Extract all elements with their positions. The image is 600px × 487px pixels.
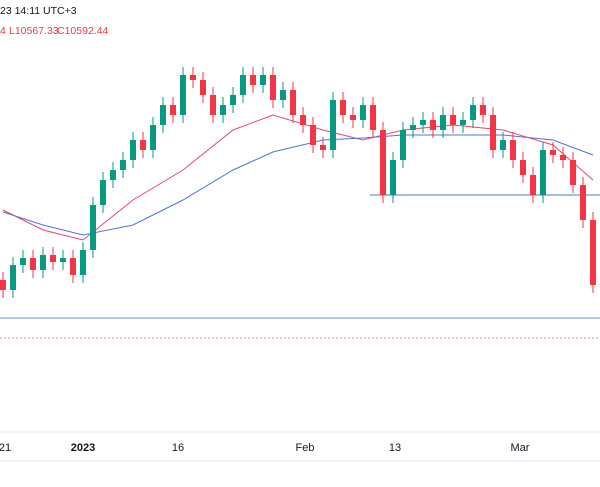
candle-body bbox=[190, 75, 196, 80]
candle-body bbox=[310, 125, 316, 145]
candle-body bbox=[390, 160, 396, 195]
candle-body bbox=[340, 100, 346, 115]
candle-body bbox=[520, 160, 526, 175]
x-tick-label: 13 bbox=[389, 442, 401, 454]
header-high: 4 bbox=[0, 25, 6, 37]
candle-body bbox=[280, 90, 286, 100]
candle-body bbox=[320, 145, 326, 150]
candle-body bbox=[580, 185, 586, 220]
candle-body bbox=[530, 175, 536, 195]
candle-body bbox=[550, 150, 556, 155]
candle-body bbox=[590, 220, 596, 285]
candle-body bbox=[560, 155, 566, 160]
candle-body bbox=[220, 105, 226, 115]
candle-body bbox=[10, 265, 16, 290]
header-close: C10592.44 bbox=[57, 25, 109, 37]
candle-body bbox=[200, 80, 206, 95]
candle-body bbox=[120, 160, 126, 170]
candle-body bbox=[40, 255, 46, 270]
candle-body bbox=[150, 125, 156, 150]
candle-body bbox=[420, 120, 426, 125]
candle-body bbox=[370, 105, 376, 130]
candle-body bbox=[180, 75, 186, 115]
x-tick-label: Feb bbox=[296, 442, 315, 454]
candle-body bbox=[300, 115, 306, 125]
candle-body bbox=[360, 105, 366, 120]
candle-body bbox=[480, 105, 486, 115]
candle-body bbox=[400, 130, 406, 160]
candle-body bbox=[270, 75, 276, 100]
candle-body bbox=[460, 120, 466, 125]
x-tick-label: Mar bbox=[511, 442, 530, 454]
candle-body bbox=[330, 100, 336, 150]
candle-body bbox=[90, 205, 96, 250]
candle-body bbox=[50, 255, 56, 262]
candle-body bbox=[70, 258, 76, 275]
candle-body bbox=[440, 115, 446, 130]
x-tick-label: 16 bbox=[172, 442, 184, 454]
candle-body bbox=[490, 115, 496, 150]
candle-body bbox=[570, 160, 576, 185]
candle-body bbox=[450, 115, 456, 125]
x-tick-label: 2023 bbox=[71, 442, 95, 454]
candle-body bbox=[0, 280, 6, 290]
candle-body bbox=[130, 140, 136, 160]
candle-body bbox=[230, 95, 236, 105]
candle-body bbox=[170, 105, 176, 115]
candle-body bbox=[470, 105, 476, 120]
candle-body bbox=[140, 140, 146, 150]
header-time: 23 14:11 UTC+3 bbox=[0, 5, 77, 17]
candle-body bbox=[510, 140, 516, 160]
candle-body bbox=[80, 250, 86, 275]
candle-body bbox=[260, 75, 266, 85]
candle-body bbox=[500, 140, 506, 150]
candle-body bbox=[350, 115, 356, 120]
candle-body bbox=[210, 95, 216, 115]
candle-body bbox=[430, 120, 436, 130]
candle-body bbox=[540, 150, 546, 195]
x-tick-label: 21 bbox=[0, 442, 11, 454]
candle-body bbox=[100, 180, 106, 205]
candle-body bbox=[110, 170, 116, 180]
plot bbox=[0, 67, 600, 339]
candle-body bbox=[380, 130, 386, 195]
candle-body bbox=[30, 258, 36, 270]
candle-body bbox=[250, 75, 256, 85]
candle-body bbox=[20, 258, 26, 265]
candle-body bbox=[290, 90, 296, 115]
candle-body bbox=[160, 105, 166, 125]
candle-body bbox=[60, 258, 66, 262]
header-low: L10567.33 bbox=[9, 25, 59, 37]
candle-body bbox=[410, 125, 416, 130]
candle-body bbox=[240, 75, 246, 95]
